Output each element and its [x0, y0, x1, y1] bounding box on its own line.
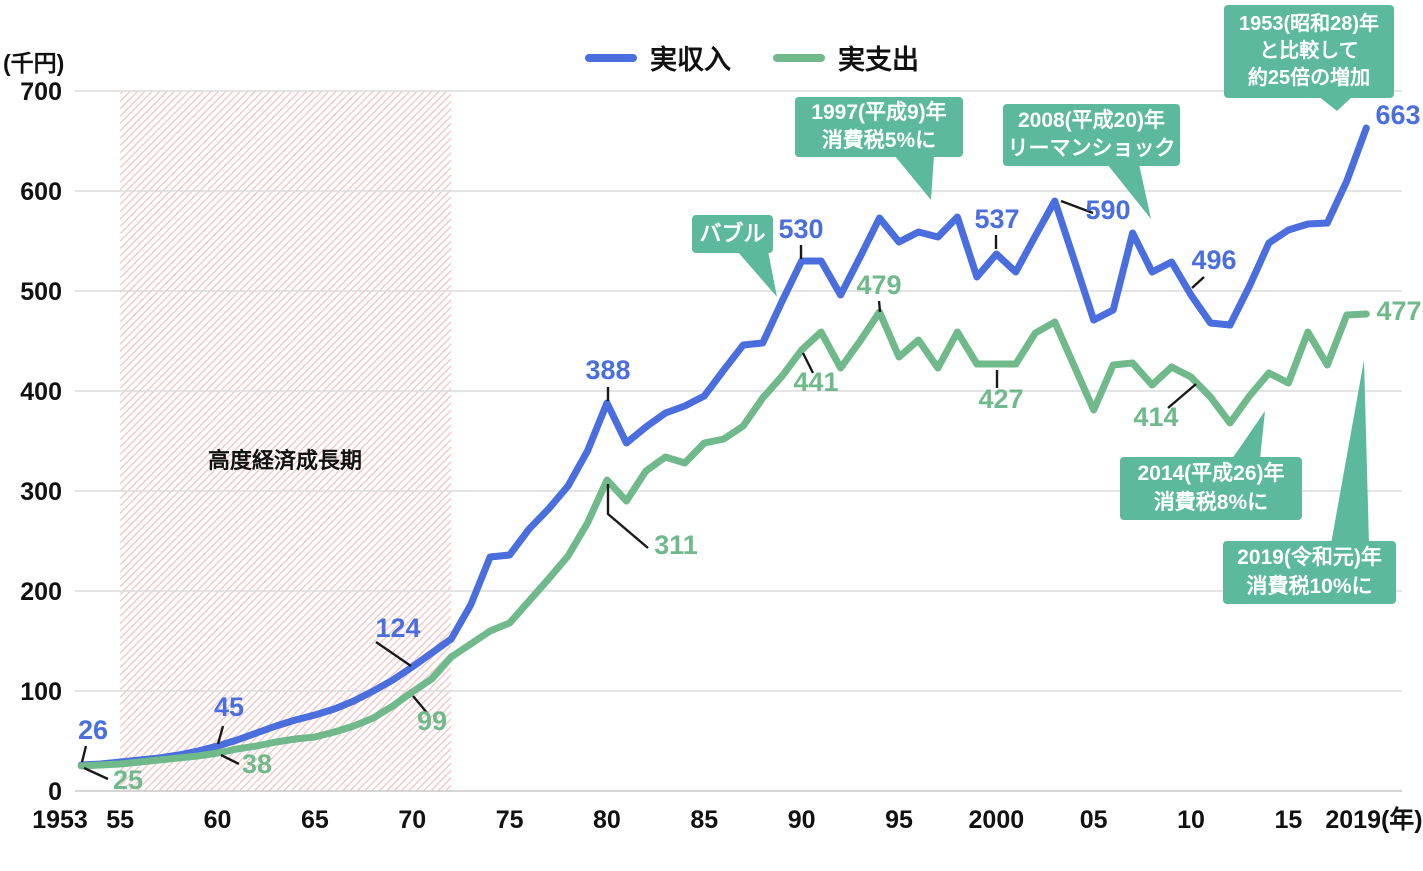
legend-label-spending: 実支出: [838, 45, 919, 75]
value-label-tick-26: [80, 745, 88, 763]
spending-line: [77, 308, 1370, 770]
value-label-38: 38: [242, 749, 272, 779]
x-tick-label-2005: 05: [1080, 806, 1108, 834]
value-label-414: 414: [1133, 402, 1178, 432]
x-tick-label-1980: 80: [593, 806, 621, 834]
callout-bubble: バブル: [692, 215, 773, 253]
y-tick-label-100: 100: [20, 678, 62, 706]
x-tick-label-1970: 70: [398, 806, 426, 834]
value-label-99: 99: [417, 706, 447, 736]
callout-tax-1997: 1997(平成9)年 消費税5%に: [795, 97, 963, 157]
value-label-tick-496: [1191, 276, 1205, 289]
income-line-swatch: [585, 53, 637, 62]
value-label-530: 530: [778, 214, 823, 244]
legend-item-spending: 実支出: [773, 38, 919, 77]
x-tick-label-1975: 75: [496, 806, 524, 834]
callout-pointer-tax-2014: [1232, 411, 1265, 459]
y-tick-label-500: 500: [20, 278, 62, 306]
x-tick-label-2010: 10: [1177, 806, 1205, 834]
era-band-label: 高度経済成長期: [208, 448, 362, 473]
x-tick-label-1955: 55: [106, 806, 134, 834]
era-band-high-growth: [120, 91, 452, 791]
x-tick-label-1995: 95: [885, 806, 913, 834]
y-tick-label-0: 0: [48, 778, 62, 806]
value-label-tick-311: [606, 484, 649, 549]
x-tick-label-2015: 15: [1274, 806, 1302, 834]
x-tick-label-1990: 90: [788, 806, 816, 834]
callout-pointer-lehman-2008: [1107, 164, 1151, 219]
value-label-427: 427: [978, 384, 1023, 414]
callout-pointer-tax-2019: [1331, 360, 1369, 544]
callout-tax-2019: 2019(令和元)年 消費税10%に: [1223, 541, 1396, 604]
value-label-441: 441: [793, 367, 838, 397]
income-line: [77, 124, 1370, 769]
value-label-537: 537: [974, 204, 1019, 234]
x-tick-label-2019: 2019(年): [1325, 805, 1422, 834]
value-label-tick-441: [801, 352, 815, 374]
value-label-tick-590: [1060, 199, 1094, 215]
value-label-tick-414: [1167, 383, 1197, 409]
value-label-477: 477: [1376, 296, 1421, 326]
x-tick-label-1960: 60: [204, 806, 232, 834]
value-label-496: 496: [1191, 245, 1236, 275]
y-axis-unit-label: (千円): [3, 50, 65, 76]
value-label-tick-99: [412, 695, 429, 715]
value-label-tick-124: [375, 641, 412, 667]
value-label-124: 124: [375, 613, 420, 643]
y-tick-label-200: 200: [20, 578, 62, 606]
callout-lehman-2008: 2008(平成20)年 リーマンショック: [1003, 104, 1180, 166]
legend-label-income: 実収入: [650, 45, 731, 75]
value-label-479: 479: [856, 270, 901, 300]
value-label-26: 26: [78, 715, 108, 745]
callout-pointer-tax-1997: [894, 155, 934, 200]
value-label-311: 311: [654, 530, 698, 560]
value-label-tick-25: [83, 766, 109, 781]
callout-pointer-compare-1953: [1318, 96, 1353, 111]
value-label-590: 590: [1085, 195, 1130, 225]
value-label-25: 25: [113, 765, 143, 795]
x-tick-label-1985: 85: [690, 806, 718, 834]
callout-tax-2014: 2014(平成26)年 消費税8%に: [1120, 457, 1302, 520]
legend-item-income: 実収入: [585, 38, 731, 77]
x-tick-label-2000: 2000: [969, 806, 1025, 834]
y-tick-label-600: 600: [20, 178, 62, 206]
value-label-tick-38: [220, 753, 240, 766]
y-tick-label-400: 400: [20, 378, 62, 406]
value-label-tick-45: [216, 725, 225, 745]
legend: 実収入 実支出: [585, 38, 919, 77]
value-label-388: 388: [585, 355, 630, 385]
spending-line-swatch: [773, 53, 825, 62]
x-tick-label-1965: 65: [301, 806, 329, 834]
callout-pointer-bubble: [737, 251, 777, 297]
y-tick-label-700: 700: [20, 78, 62, 106]
value-label-663: 663: [1375, 100, 1420, 130]
value-label-tick-479: [877, 300, 882, 313]
x-tick-label-1953: 1953: [32, 806, 88, 834]
value-label-45: 45: [214, 692, 244, 722]
callout-compare-1953: 1953(昭和28)年 と比較して 約25倍の増加: [1224, 5, 1394, 98]
y-tick-label-300: 300: [20, 478, 62, 506]
